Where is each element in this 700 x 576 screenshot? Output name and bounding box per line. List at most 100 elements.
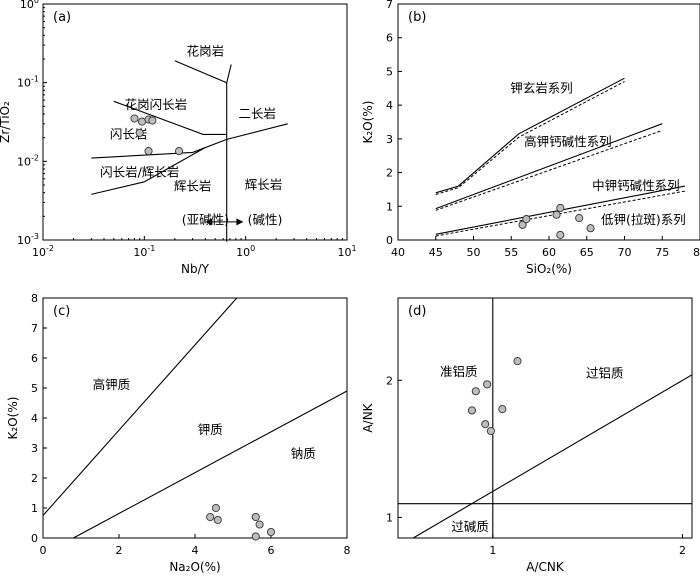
plot-frame-d [397,297,693,539]
x-tick-label-c: 0 [40,544,47,557]
data-point-d [498,405,507,414]
y-tick-label-b: 2 [386,167,393,180]
panel-label-d: (d) [408,304,426,319]
y-tick-label-base: 10 [17,155,31,168]
y-tick-label-d: 1 [386,511,393,524]
series-boundary-dashed-b [435,81,625,195]
series-boundary-dashed-b [435,129,663,211]
data-point-d [471,387,480,396]
y-tick-label-exp: -2 [31,153,39,162]
y-tick-label-b: 6 [386,32,393,45]
x-tick-label-exp: -1 [147,244,155,253]
y-tick-label-exp: -3 [31,232,39,241]
x-tick-label-exp: 1 [351,244,356,253]
x-tick-label-b: 50 [467,246,481,259]
data-point-b [552,210,561,219]
field-label-d: 准铝质 [440,364,478,379]
field-boundary-d [412,374,693,539]
x-tick-label-b: 80 [693,246,700,259]
x-tick-label-b: 60 [542,246,556,259]
x-axis-title-b: SiO₂(%) [526,262,572,276]
y-axis-title-d: A/NK [361,402,375,432]
y-tick-label-b: 0 [386,234,393,247]
field-label-d: 过铝质 [586,365,624,380]
panel-label-a: (a) [53,10,71,25]
x-tick-label-base: 10 [133,246,147,259]
field-label-a: 花岗岩 [187,43,225,58]
y-tick-label-a: 100 [20,0,39,11]
alkalinity-arrow-head-left [205,218,213,226]
field-boundary-c [73,390,348,539]
y-tick-label-b: 1 [386,200,393,213]
data-point-b [518,220,527,229]
plot-frame-c [42,297,348,539]
panel-a: 10-2 10-1 100 10110-310-210-1100花岗岩花岗闪长岩二长岩… [0,0,357,276]
field-boundary-a [113,100,227,135]
x-tick-label-b: 70 [618,246,632,259]
x-tick-label-a: 100 [236,244,255,259]
x-tick-label-b: 55 [504,246,518,259]
alkalinity-annotation: (亚碱性) [182,212,229,227]
x-tick-label-d: 2 [679,544,686,557]
data-point-a [135,128,144,137]
y-tick-label-d: 2 [386,374,393,387]
y-tick-label-c: 2 [31,472,38,485]
y-tick-label-c: 3 [31,442,38,455]
x-tick-label-b: 65 [580,246,594,259]
y-tick-label-c: 4 [31,412,38,425]
x-axis-title-d: A/CNK [526,560,565,574]
data-point-c [213,515,222,525]
field-boundary-c [42,297,238,516]
y-tick-label-c: 6 [31,352,38,365]
x-tick-label-b: 75 [655,246,669,259]
field-boundary-a [91,147,206,195]
y-axis-title-a: Zr/TiO₂ [0,101,12,143]
x-tick-label-exp: -2 [46,244,54,253]
data-point-d [486,426,495,436]
y-tick-label-b: 4 [386,99,393,112]
alkalinity-arrow-head-right [236,218,244,226]
field-label-c: 高钾质 [93,377,131,392]
field-label-b: 中钾钙碱性系列 [592,178,680,193]
field-label-d: 过碱质 [451,519,489,534]
x-axis-title-c: Na₂O(%) [169,560,220,574]
y-tick-label-exp: 0 [34,0,39,5]
field-label-a: 辉长岩 [245,177,283,192]
y-tick-label-base: 10 [20,0,34,11]
y-axis-title-b: K₂O(%) [361,101,375,144]
data-point-d [467,406,477,415]
data-point-b [556,230,565,239]
x-axis-title-a: Nb/Y [181,262,210,276]
y-tick-label-base: 10 [17,234,31,247]
data-point-c [251,512,260,522]
data-point-b [556,203,565,213]
field-label-b: 钾玄岩系列 [510,80,573,95]
y-tick-label-c: 8 [31,292,38,305]
data-point-b [522,215,531,224]
panel-label-c: (c) [53,304,70,319]
data-point-d [481,420,490,429]
field-label-b: 高钾钙碱性系列 [524,134,612,149]
y-tick-label-c: 5 [31,382,38,395]
data-point-a [130,114,139,123]
data-point-d [483,380,492,389]
data-point-c [206,512,215,522]
x-tick-label-base: 10 [337,246,351,259]
field-label-a: 辉长岩 [174,178,212,193]
y-tick-label-c: 0 [31,532,38,545]
y-tick-label-b: 5 [386,65,393,78]
y-tick-label-a: 10-3 [17,232,39,247]
x-tick-label-a: 10-2 [32,244,54,259]
x-tick-label-b: 45 [429,246,443,259]
y-tick-label-b: 7 [386,0,393,11]
data-point-a [174,147,184,156]
data-point-a [144,147,153,156]
x-tick-label-c: 4 [192,544,199,557]
field-boundary-a [174,60,232,84]
data-point-c [251,532,260,541]
x-tick-label-base: 10 [32,246,46,259]
field-label-a: 二长岩 [238,106,276,121]
